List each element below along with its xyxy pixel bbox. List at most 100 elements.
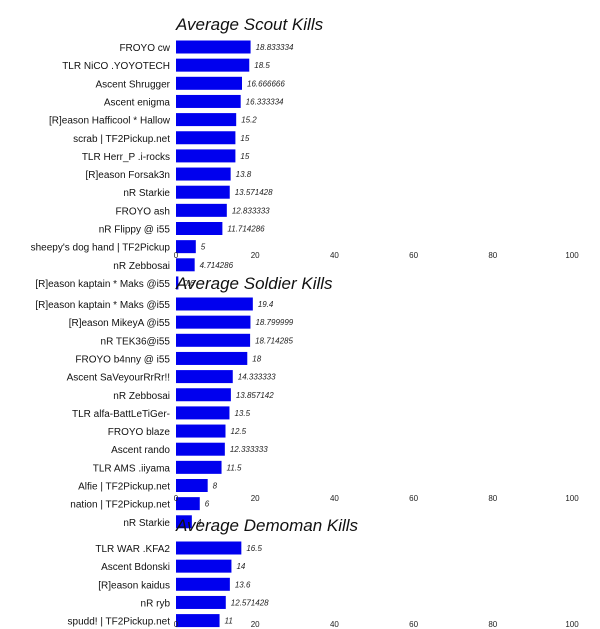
x-tick-label: 80	[488, 620, 497, 629]
value-label: 16.333334	[246, 97, 284, 106]
category-label: [R]eason MikeyA @i55	[69, 318, 171, 329]
bar	[176, 442, 225, 456]
category-label: sheepy's dog hand | TF2Pickup	[31, 243, 171, 254]
category-label: Alfie | TF2Pickup.net	[78, 482, 170, 493]
x-tick-label: 0	[174, 494, 179, 503]
category-label: FROYO b4nny @ i55	[75, 354, 170, 365]
bar	[176, 315, 251, 329]
chart-title: Average Soldier Kills	[175, 274, 333, 293]
x-tick-label: 60	[409, 620, 418, 629]
x-tick-label: 80	[488, 251, 497, 260]
value-label: 14	[236, 562, 245, 571]
category-label: [R]eason Forsak3n	[86, 170, 171, 181]
bar	[176, 595, 226, 609]
value-label: 11.5	[227, 463, 243, 472]
chart-2: Average Demoman Kills TLR WAR .KFA2 16.5 As…	[68, 516, 580, 629]
bar	[176, 203, 227, 217]
category-label: TLR WAR .KFA2	[95, 544, 170, 555]
bar	[176, 577, 230, 591]
bar	[176, 76, 242, 90]
chart-title: Average Scout Kills	[175, 15, 324, 34]
bar	[176, 276, 179, 290]
value-label: 12.333333	[230, 445, 268, 454]
bar	[176, 614, 220, 628]
category-label: FROYO blaze	[108, 427, 171, 438]
bar	[176, 388, 231, 402]
category-label: nR Flippy @ i55	[99, 225, 171, 236]
x-tick-label: 40	[330, 494, 339, 503]
category-label: TLR Herr_P .i-rocks	[82, 152, 170, 163]
bar	[176, 113, 237, 127]
x-tick-label: 60	[409, 494, 418, 503]
category-label: Ascent SaVeyourRrRr!!	[67, 373, 170, 384]
value-label: 13.857142	[236, 391, 274, 400]
category-label: nR ryb	[141, 598, 171, 609]
value-label: 11	[225, 617, 233, 626]
category-label: [R]eason Hafficool * Hallow	[49, 116, 171, 127]
value-label: 11.714286	[227, 225, 265, 234]
bar	[176, 131, 236, 145]
value-label: 18.714285	[255, 336, 293, 345]
value-label: 4.714286	[200, 261, 234, 270]
value-label: 15	[240, 152, 249, 161]
bar	[176, 222, 223, 235]
value-label: 19.4	[258, 300, 274, 309]
bar	[176, 460, 222, 474]
x-tick-label: 100	[565, 251, 579, 260]
bar	[176, 497, 200, 511]
bar	[176, 258, 195, 272]
x-tick-label: 0	[174, 620, 179, 629]
x-tick-label: 100	[565, 620, 579, 629]
x-tick-label: 40	[330, 251, 339, 260]
x-tick-label: 40	[330, 620, 339, 629]
category-label: Ascent Bdonski	[101, 562, 170, 573]
value-label: 15.2	[241, 116, 257, 125]
category-label: nR Zebbosai	[113, 391, 170, 402]
category-label: TLR NiCO .YOYOTECH	[62, 61, 170, 72]
category-label: scrab | TF2Pickup.net	[73, 134, 170, 145]
bar	[176, 406, 230, 420]
category-label: nR Zebbosai	[113, 261, 170, 272]
bar	[176, 240, 196, 254]
category-label: spudd! | TF2Pickup.net	[68, 617, 171, 628]
value-label: 5	[201, 243, 206, 252]
value-label: 12.571428	[231, 598, 269, 607]
category-label: [R]eason kaidus	[98, 580, 170, 591]
category-label: Ascent Shrugger	[96, 79, 171, 90]
bar	[176, 40, 251, 54]
value-label: 14.333333	[238, 373, 276, 382]
value-label: 12.5	[231, 427, 247, 436]
bar	[176, 58, 250, 72]
value-label: 16.666666	[247, 79, 285, 88]
chart-1: Average Soldier Kills [R]eason kaptain * …	[35, 274, 579, 529]
x-tick-label: 20	[251, 251, 260, 260]
value-label: 4	[197, 518, 202, 527]
value-label: 18.833334	[256, 43, 294, 52]
bar	[176, 351, 248, 365]
bar	[176, 185, 230, 199]
value-label: 13.571428	[235, 188, 273, 197]
category-label: [R]eason kaptain * Maks @i55	[35, 300, 170, 311]
value-label: 18.5	[254, 61, 270, 70]
value-label: 13.6	[235, 580, 251, 589]
category-label: Ascent enigma	[104, 97, 171, 108]
category-label: FROYO ash	[116, 206, 170, 217]
bar	[176, 424, 226, 438]
bar	[176, 333, 251, 347]
bar	[176, 370, 233, 384]
value-label: 13.5	[234, 409, 250, 418]
category-label: nR TEK36@i55	[101, 336, 171, 347]
value-label: 16.5	[246, 544, 262, 553]
value-label: 6	[205, 500, 210, 509]
value-label: 15	[240, 134, 249, 143]
value-label: 12.833333	[232, 206, 270, 215]
chart-0: Average Scout Kills FROYO cw 18.833334 TLR …	[31, 15, 580, 290]
category-label: TLR alfa-BattLeTiGer-	[72, 409, 170, 420]
category-label: FROYO cw	[119, 43, 170, 54]
category-label: nation | TF2Pickup.net	[70, 500, 170, 511]
bar	[176, 94, 241, 108]
bar	[176, 515, 192, 529]
x-tick-label: 20	[251, 494, 260, 503]
category-label: Ascent rando	[111, 445, 170, 456]
x-tick-label: 80	[488, 494, 497, 503]
